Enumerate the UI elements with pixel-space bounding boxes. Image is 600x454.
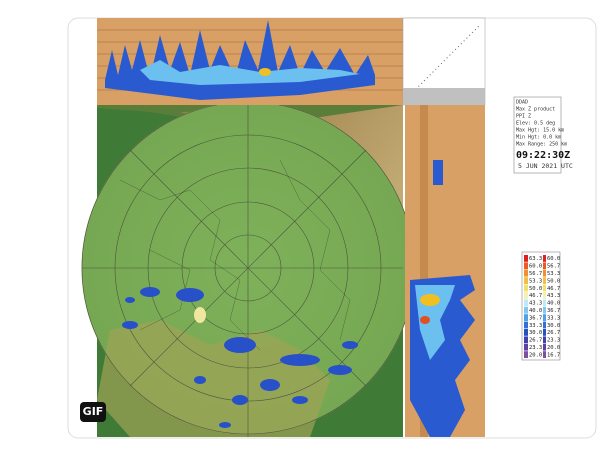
legend-swatch xyxy=(524,269,528,277)
legend-value: 46.7 xyxy=(529,293,542,299)
legend-value: 33.3 xyxy=(529,323,542,329)
legend-value: 16.7 xyxy=(547,352,560,358)
legend-swatch xyxy=(543,343,546,351)
legend-swatch xyxy=(524,351,528,358)
legend-swatch xyxy=(524,321,528,329)
info-box: DDAD Max Z product PPI Z Elev: 0.5 deg M… xyxy=(513,96,573,174)
legend-swatch xyxy=(543,351,546,358)
legend-value: 43.3 xyxy=(547,293,560,299)
legend-value: 56.7 xyxy=(547,264,560,270)
legend-value: 26.7 xyxy=(529,338,542,344)
legend-swatch xyxy=(524,292,528,299)
legend-swatch xyxy=(543,321,546,329)
legend-value: 56.7 xyxy=(529,271,542,277)
legend-value: 33.3 xyxy=(547,315,560,321)
legend-swatch xyxy=(543,306,546,314)
time: 09:22:30Z xyxy=(516,150,570,161)
legend-swatch xyxy=(524,255,528,262)
info-line: DDAD xyxy=(516,100,528,106)
gif-badge[interactable]: GIF xyxy=(80,402,106,422)
legend-value: 26.7 xyxy=(547,330,560,336)
legend-value: 20.0 xyxy=(529,352,542,358)
echo-blobs xyxy=(122,287,358,428)
info-line: Max Hgt: 15.0 km xyxy=(516,128,564,134)
legend-swatch xyxy=(524,277,528,284)
legend-swatch xyxy=(524,314,528,321)
legend-value: 23.3 xyxy=(547,338,560,344)
legend-swatch xyxy=(543,329,546,336)
top-cross-section xyxy=(97,18,403,105)
legend-value: 50.0 xyxy=(547,278,560,284)
legend-value: 40.0 xyxy=(547,301,560,307)
legend-value: 30.0 xyxy=(547,323,560,329)
legend-swatch xyxy=(543,292,546,299)
legend-swatch xyxy=(524,284,528,292)
legend-value: 63.3 xyxy=(529,256,542,262)
legend-swatch xyxy=(524,306,528,314)
legend-value: 60.0 xyxy=(547,256,560,262)
info-line: Min Hgt: 0.0 km xyxy=(516,135,561,141)
right-cross-section xyxy=(405,105,485,437)
corner-panel xyxy=(402,17,486,106)
legend-value: 50.0 xyxy=(529,286,542,292)
legend-value: 53.3 xyxy=(529,278,542,284)
legend-value: 23.3 xyxy=(529,345,542,351)
legend-swatch xyxy=(524,343,528,351)
legend-swatch xyxy=(543,314,546,321)
legend-swatch xyxy=(543,336,546,344)
legend-swatch xyxy=(524,336,528,344)
legend-swatch xyxy=(543,255,546,262)
date: 5 JUN 2021 UTC xyxy=(518,162,573,170)
legend-swatch xyxy=(543,269,546,277)
color-legend: 63.3 60.060.0 56.756.7 53.353.3 50.050.0 46.7… xyxy=(521,251,561,361)
legend-value: 46.7 xyxy=(547,286,560,292)
legend-value: 30.0 xyxy=(529,330,542,336)
legend-value: 20.0 xyxy=(547,345,560,351)
legend-value: 60.0 xyxy=(529,264,542,270)
legend-value: 36.7 xyxy=(529,315,542,321)
legend-swatch xyxy=(543,277,546,284)
info-line: Elev: 0.5 deg xyxy=(516,121,555,127)
legend-swatch xyxy=(543,299,546,307)
legend-value: 36.7 xyxy=(547,308,560,314)
info-line: PPI Z xyxy=(516,114,531,120)
legend-swatch xyxy=(524,262,528,270)
legend-swatch xyxy=(543,262,546,270)
legend-swatch xyxy=(524,329,528,336)
legend-value: 43.3 xyxy=(529,301,542,307)
legend-swatch xyxy=(543,284,546,292)
radar-map xyxy=(81,101,415,437)
info-line: Max Z product xyxy=(516,107,555,113)
legend-value: 53.3 xyxy=(547,271,560,277)
gif-label[interactable]: GIF xyxy=(83,405,104,418)
legend-value: 40.0 xyxy=(529,308,542,314)
legend-swatch xyxy=(524,299,528,307)
info-line: Max Range: 250 km xyxy=(516,142,567,148)
